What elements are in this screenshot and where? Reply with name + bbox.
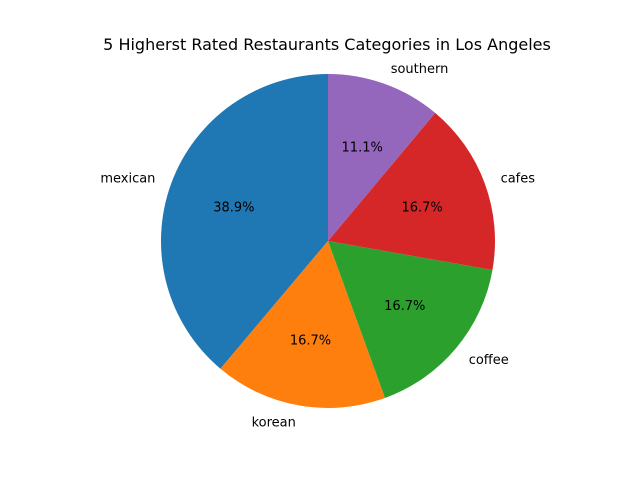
pie-slices [161,74,495,409]
pie-pct-label-southern: 11.1% [342,141,383,156]
pie-slice-mexican [161,74,328,369]
pie-slice-coffee [328,241,493,398]
pie-pct-label-coffee: 16.7% [384,299,425,314]
pie-category-label-cafes: cafes [501,172,536,187]
pie-category-label-korean: korean [252,416,296,431]
pie-slice-cafes [328,112,495,270]
pie-category-label-coffee: coffee [469,353,509,368]
pie-pct-label-cafes: 16.7% [401,200,442,215]
pie-slice-southern [328,74,436,241]
pie-labels: 38.9% mexican 16.7% korean 16.7% coffee 16.7% c… [100,62,535,431]
chart-title: 5 Higherst Rated Restaurants Categories … [103,35,551,54]
pie-category-label-mexican: mexican [100,172,155,187]
pie-slice-korean [220,241,386,409]
pie-category-label-southern: southern [391,62,449,77]
pie-pct-label-mexican: 38.9% [213,200,254,215]
pie-pct-label-korean: 16.7% [290,333,331,348]
